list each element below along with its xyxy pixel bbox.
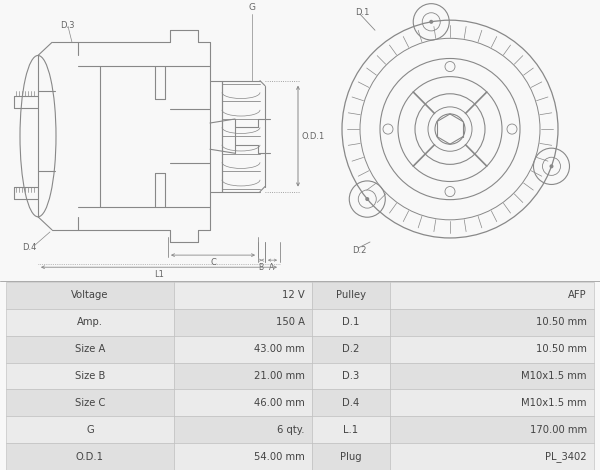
Text: B: B xyxy=(259,263,263,272)
Text: 150 A: 150 A xyxy=(276,317,305,327)
Text: 6 qty.: 6 qty. xyxy=(277,425,305,435)
Bar xyxy=(390,390,594,416)
Text: D.3: D.3 xyxy=(343,371,359,381)
Bar xyxy=(312,416,390,443)
Bar xyxy=(174,336,312,362)
Text: D.2: D.2 xyxy=(352,245,367,255)
Bar xyxy=(312,282,390,309)
Bar xyxy=(6,362,174,390)
Bar xyxy=(390,336,594,362)
Bar xyxy=(312,309,390,336)
Text: Pulley: Pulley xyxy=(336,290,366,300)
Circle shape xyxy=(429,20,433,24)
Bar xyxy=(390,362,594,390)
Bar xyxy=(6,416,174,443)
Text: A: A xyxy=(269,263,275,272)
Bar xyxy=(174,362,312,390)
Text: L1: L1 xyxy=(154,270,164,279)
Bar xyxy=(312,390,390,416)
Text: D.3: D.3 xyxy=(60,21,74,30)
Bar xyxy=(312,443,390,470)
Text: G: G xyxy=(248,3,256,12)
Text: D.4: D.4 xyxy=(22,243,37,251)
Text: M10x1.5 mm: M10x1.5 mm xyxy=(521,371,587,381)
Bar xyxy=(390,282,594,309)
Text: Size A: Size A xyxy=(75,344,105,354)
Text: Size C: Size C xyxy=(75,398,105,408)
Text: 43.00 mm: 43.00 mm xyxy=(254,344,305,354)
Bar xyxy=(390,416,594,443)
Bar xyxy=(174,282,312,309)
Text: O.D.1: O.D.1 xyxy=(76,452,104,462)
Text: M10x1.5 mm: M10x1.5 mm xyxy=(521,398,587,408)
Text: D.1: D.1 xyxy=(343,317,359,327)
Bar xyxy=(174,390,312,416)
Bar xyxy=(390,443,594,470)
Bar xyxy=(6,390,174,416)
Text: D.1: D.1 xyxy=(355,8,370,16)
Text: D.4: D.4 xyxy=(343,398,359,408)
Text: D.2: D.2 xyxy=(343,344,359,354)
Text: 10.50 mm: 10.50 mm xyxy=(536,317,587,327)
Bar xyxy=(174,443,312,470)
Bar xyxy=(6,443,174,470)
Text: 21.00 mm: 21.00 mm xyxy=(254,371,305,381)
Text: 12 V: 12 V xyxy=(282,290,305,300)
Text: Plug: Plug xyxy=(340,452,362,462)
Text: G: G xyxy=(86,425,94,435)
Text: AFP: AFP xyxy=(568,290,587,300)
Circle shape xyxy=(365,197,369,201)
Bar xyxy=(6,282,174,309)
Text: Amp.: Amp. xyxy=(77,317,103,327)
Text: C: C xyxy=(210,258,216,267)
Text: 46.00 mm: 46.00 mm xyxy=(254,398,305,408)
Text: PL_3402: PL_3402 xyxy=(545,451,587,462)
Bar xyxy=(312,362,390,390)
Text: 54.00 mm: 54.00 mm xyxy=(254,452,305,462)
Bar xyxy=(6,309,174,336)
Text: 170.00 mm: 170.00 mm xyxy=(530,425,587,435)
Bar xyxy=(390,309,594,336)
Bar xyxy=(174,309,312,336)
Circle shape xyxy=(550,164,553,168)
Text: 10.50 mm: 10.50 mm xyxy=(536,344,587,354)
Text: Voltage: Voltage xyxy=(71,290,109,300)
Bar xyxy=(174,416,312,443)
Bar xyxy=(312,336,390,362)
Text: Size B: Size B xyxy=(75,371,105,381)
Text: O.D.1: O.D.1 xyxy=(302,132,325,141)
Text: L.1: L.1 xyxy=(343,425,359,435)
Bar xyxy=(6,336,174,362)
